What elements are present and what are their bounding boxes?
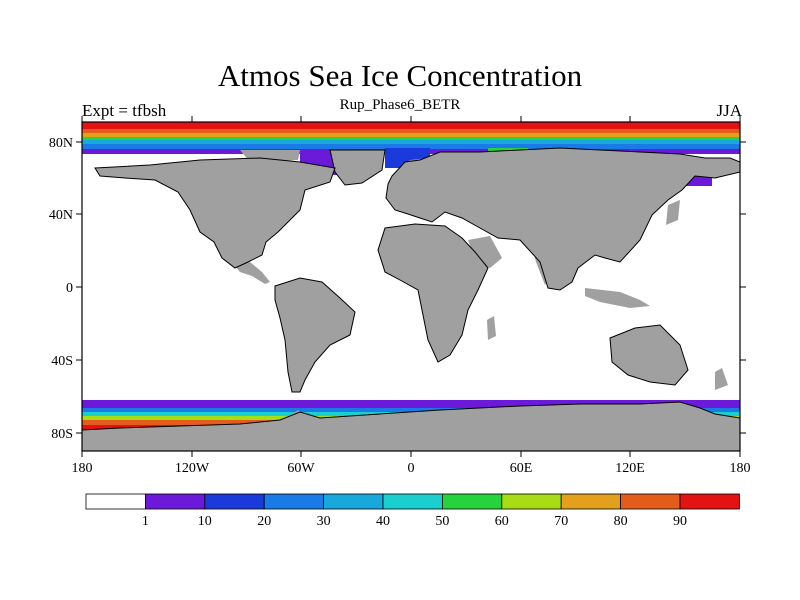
colorbar-box — [144, 493, 206, 510]
land-antarctica — [82, 402, 740, 451]
colorbar-box — [560, 493, 622, 510]
arctic-ice-band-30 — [82, 140, 740, 144]
land-south-america — [275, 278, 355, 392]
antarctic-ice-band-1 — [82, 400, 740, 408]
arctic-ice-band-80 — [82, 129, 740, 133]
lon-label: 180 — [72, 461, 93, 476]
land-scandinavia — [390, 158, 430, 190]
colorbar-label: 60 — [495, 514, 509, 529]
lat-label: 80S — [51, 427, 73, 442]
colorbar-box — [501, 493, 562, 510]
colorbar-label: 90 — [673, 514, 687, 529]
lon-label: 60W — [287, 461, 315, 476]
land-africa — [378, 224, 488, 362]
arctic-ice-band-50 — [82, 137, 740, 140]
land-central-america — [235, 262, 270, 284]
land-antarctic-peninsula — [280, 410, 306, 428]
lat-label: 40S — [51, 354, 73, 369]
land-australia — [610, 325, 688, 385]
land-eurasia — [386, 148, 740, 290]
colorbar-label: 40 — [376, 514, 390, 529]
colorbar-label: 50 — [435, 514, 449, 529]
colorbar-box — [382, 493, 443, 510]
lon-label: 0 — [408, 461, 415, 476]
coastline-australia — [609, 324, 689, 386]
longitude-labels: 180 120W 60W 0 60E 120E 180 — [72, 461, 751, 476]
lon-label: 60E — [510, 461, 533, 476]
colorbar-box — [85, 493, 146, 510]
coastline-eurasia — [385, 147, 740, 291]
colorbar-label: 1 — [142, 514, 149, 529]
colorbar — [85, 493, 740, 510]
colorbar-box — [204, 493, 265, 510]
arctic-sea-ice — [82, 122, 740, 186]
land-masses — [82, 148, 740, 451]
colorbar-label: 30 — [317, 514, 331, 529]
experiment-label: Expt = tfbsh — [82, 101, 167, 120]
season-label: JJA — [716, 101, 742, 120]
colorbar-label: 10 — [198, 514, 212, 529]
lat-label: 40N — [49, 208, 73, 223]
colorbar-box — [323, 493, 384, 510]
arctic-ice-band-90 — [82, 122, 740, 129]
land-arabia — [468, 236, 502, 268]
colorbar-box — [441, 493, 503, 510]
land-north-america — [95, 158, 335, 268]
antarctic-ice-band-20 — [82, 408, 740, 412]
lat-label: 0 — [66, 281, 73, 296]
coastline-greenland — [329, 149, 386, 186]
lat-label: 80N — [49, 136, 73, 151]
land-india — [530, 240, 562, 285]
lon-label: 120W — [175, 461, 210, 476]
coastline-north-america — [94, 157, 336, 269]
colorbar-box — [620, 493, 681, 510]
land-new-zealand — [715, 368, 728, 390]
lon-label: 120E — [615, 461, 645, 476]
land-maritime-southeast-asia — [585, 288, 650, 308]
land-greenland — [330, 150, 385, 185]
colorbar-label: 20 — [257, 514, 271, 529]
arctic-ice-band-20 — [82, 144, 740, 149]
axis-ticks — [76, 116, 746, 457]
land-madagascar — [487, 316, 496, 340]
latitude-labels: 80N 40N 0 40S 80S — [49, 136, 73, 442]
plot-subtitle: Rup_Phase6_BETR — [339, 97, 461, 113]
land-arctic-archipelago — [240, 150, 300, 162]
coastline-africa — [377, 223, 489, 363]
map-panel — [82, 122, 740, 451]
colorbar-box — [679, 493, 740, 510]
land-japan — [666, 200, 680, 225]
colorbar-labels: 1 10 20 30 40 50 60 70 80 90 — [142, 514, 687, 529]
arctic-ice-band-70 — [82, 133, 740, 137]
plot-title: Atmos Sea Ice Concentration — [217, 58, 583, 93]
colorbar-label: 80 — [614, 514, 628, 529]
coastline-antarctica — [82, 401, 740, 431]
coastlines — [82, 147, 740, 431]
colorbar-box — [263, 493, 325, 510]
lon-label: 180 — [730, 461, 751, 476]
colorbar-label: 70 — [554, 514, 568, 529]
coastline-south-america — [274, 277, 356, 393]
